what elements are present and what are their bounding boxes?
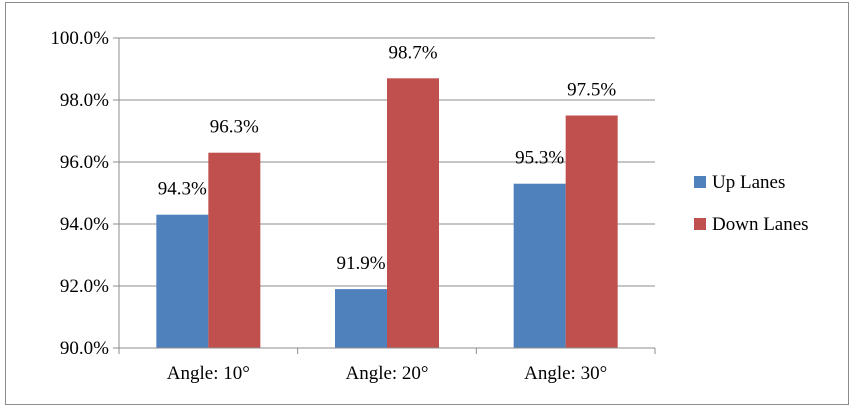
x-tick-label: Angle: 30°: [524, 363, 607, 384]
y-tick-label: 96.0%: [60, 152, 109, 173]
legend-label: Down Lanes: [712, 214, 809, 235]
y-tick-label: 100.0%: [50, 28, 109, 49]
data-label: 94.3%: [158, 179, 207, 200]
data-label: 91.9%: [336, 253, 385, 274]
y-tick-label: 98.0%: [60, 90, 109, 111]
bar-down-lanes: [208, 152, 261, 348]
y-tick-label: 94.0%: [60, 214, 109, 235]
legend: Up Lanes Down Lanes: [694, 172, 809, 235]
bar-up-lanes: [156, 214, 209, 348]
data-label: 97.5%: [567, 80, 616, 101]
bar-down-lanes: [387, 78, 439, 349]
legend-swatch: [694, 218, 706, 230]
bars: [156, 78, 618, 349]
data-label: 96.3%: [210, 117, 259, 138]
data-labels: 94.3% 96.3% 91.9% 98.7% 95.3% 97.5%: [158, 42, 617, 274]
legend-swatch: [694, 176, 706, 188]
legend-label: Up Lanes: [712, 172, 785, 193]
axes: [113, 37, 656, 354]
data-label: 95.3%: [515, 148, 564, 169]
x-tick-label: Angle: 20°: [345, 363, 428, 384]
x-tick-label: Angle: 10°: [167, 363, 250, 384]
y-tick-label: 90.0%: [60, 338, 109, 359]
bar-up-lanes: [513, 183, 566, 348]
bar-up-lanes: [335, 289, 387, 348]
bar-down-lanes: [565, 115, 618, 348]
y-axis-tick-labels: 90.0% 92.0% 94.0% 96.0% 98.0% 100.0%: [50, 28, 109, 359]
x-axis-tick-labels: Angle: 10° Angle: 20° Angle: 30°: [167, 363, 607, 384]
y-tick-label: 92.0%: [60, 276, 109, 297]
data-label: 98.7%: [388, 42, 437, 63]
